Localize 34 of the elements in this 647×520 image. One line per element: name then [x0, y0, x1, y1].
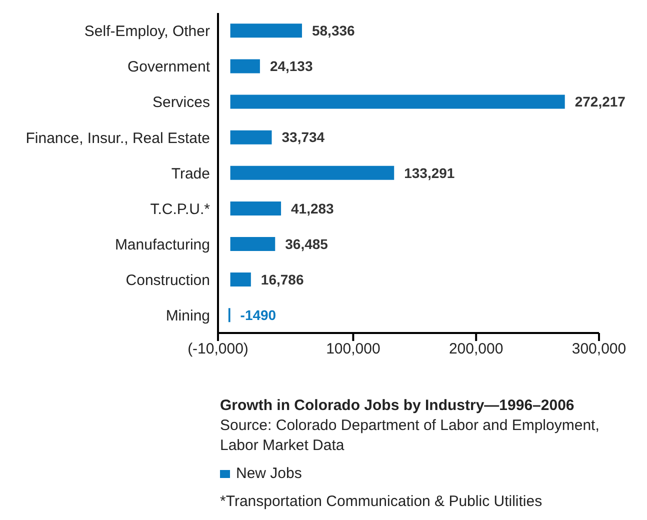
bar [230, 59, 260, 74]
y-tick-label: Mining [166, 308, 210, 325]
source-note: Source: Colorado Department of Labor and Employment, Labor Market Data [220, 416, 600, 456]
bar [230, 237, 276, 251]
x-tick-label: 100,000 [326, 340, 380, 358]
y-tick-label: Trade [171, 165, 210, 182]
bar [230, 24, 302, 38]
data-label: 133,291 [404, 164, 455, 181]
y-tick-label: T.C.P.U.* [150, 200, 210, 218]
data-label: 41,283 [291, 200, 334, 216]
bar [230, 166, 394, 180]
data-label: -1490 [240, 307, 276, 324]
data-label: 58,336 [312, 22, 356, 39]
y-tick-label: Government [127, 58, 211, 76]
legend-label: New Jobs [235, 465, 302, 482]
bar [230, 272, 251, 287]
data-label: 24,133 [270, 58, 313, 74]
text: Growth in Colorado Jobs by Industry—1996–2006 [220, 396, 576, 416]
text: *Transportation Communication & Public Utilities [220, 492, 544, 512]
bar [230, 201, 282, 216]
y-tick-label: Services [152, 94, 210, 112]
bar [230, 94, 565, 109]
x-tick-label: 200,000 [448, 340, 504, 358]
bar [230, 130, 272, 144]
data-label: 33,734 [282, 129, 325, 146]
y-tick-label: Finance, Insur., Real Estate [26, 130, 210, 147]
data-label: 36,485 [285, 236, 328, 252]
y-tick-label: Self-Employ, Other [84, 23, 210, 40]
x-tick-label: 300,000 [572, 340, 626, 358]
x-tick-label: (-10,000) [188, 340, 248, 358]
y-tick-label: Construction [126, 272, 210, 289]
y-tick-label: Manufacturing [114, 236, 210, 254]
data-label: 272,217 [574, 94, 626, 110]
data-label: 16,786 [260, 271, 304, 288]
